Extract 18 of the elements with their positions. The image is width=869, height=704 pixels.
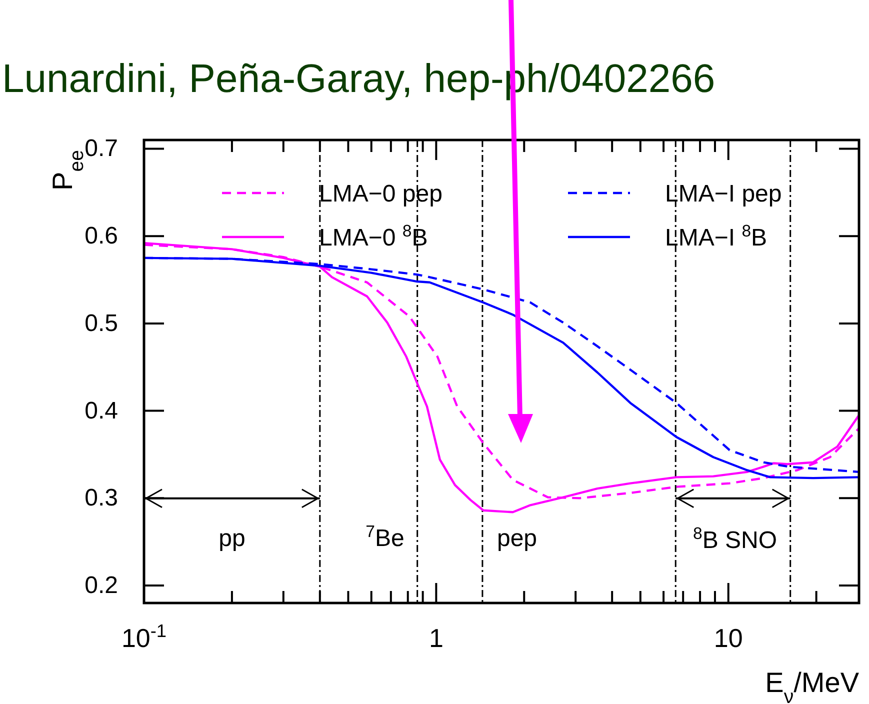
legend-label: LMA−0 pep (319, 180, 442, 208)
x-tick-label: 1 (428, 623, 444, 653)
y-tick-label: 0.2 (84, 572, 118, 600)
y-tick-label: 0.4 (84, 397, 118, 424)
x-tick-label: 10 (714, 623, 743, 653)
annotation: $^{7}$Be (366, 522, 404, 552)
annotation: $^{8}$B SNO (692, 524, 778, 554)
legend-label: LMA−0 $^{8}$B (319, 221, 428, 252)
legend-label: LMA−I pep (665, 180, 782, 208)
y-tick-label: 0.3 (84, 484, 118, 512)
annotation: pp (218, 525, 246, 552)
annotation: pep (496, 525, 538, 552)
x-tick-label: 10$^{-1}$ (121, 621, 167, 653)
y-tick-label: 0.7 (84, 135, 118, 162)
legend-label: LMA−I $^{8}$B (665, 221, 768, 252)
x-axis-title: E$_{ν}$/MeV (765, 667, 860, 704)
y-tick-label: 0.6 (84, 222, 118, 250)
y-tick-label: 0.5 (84, 310, 118, 337)
